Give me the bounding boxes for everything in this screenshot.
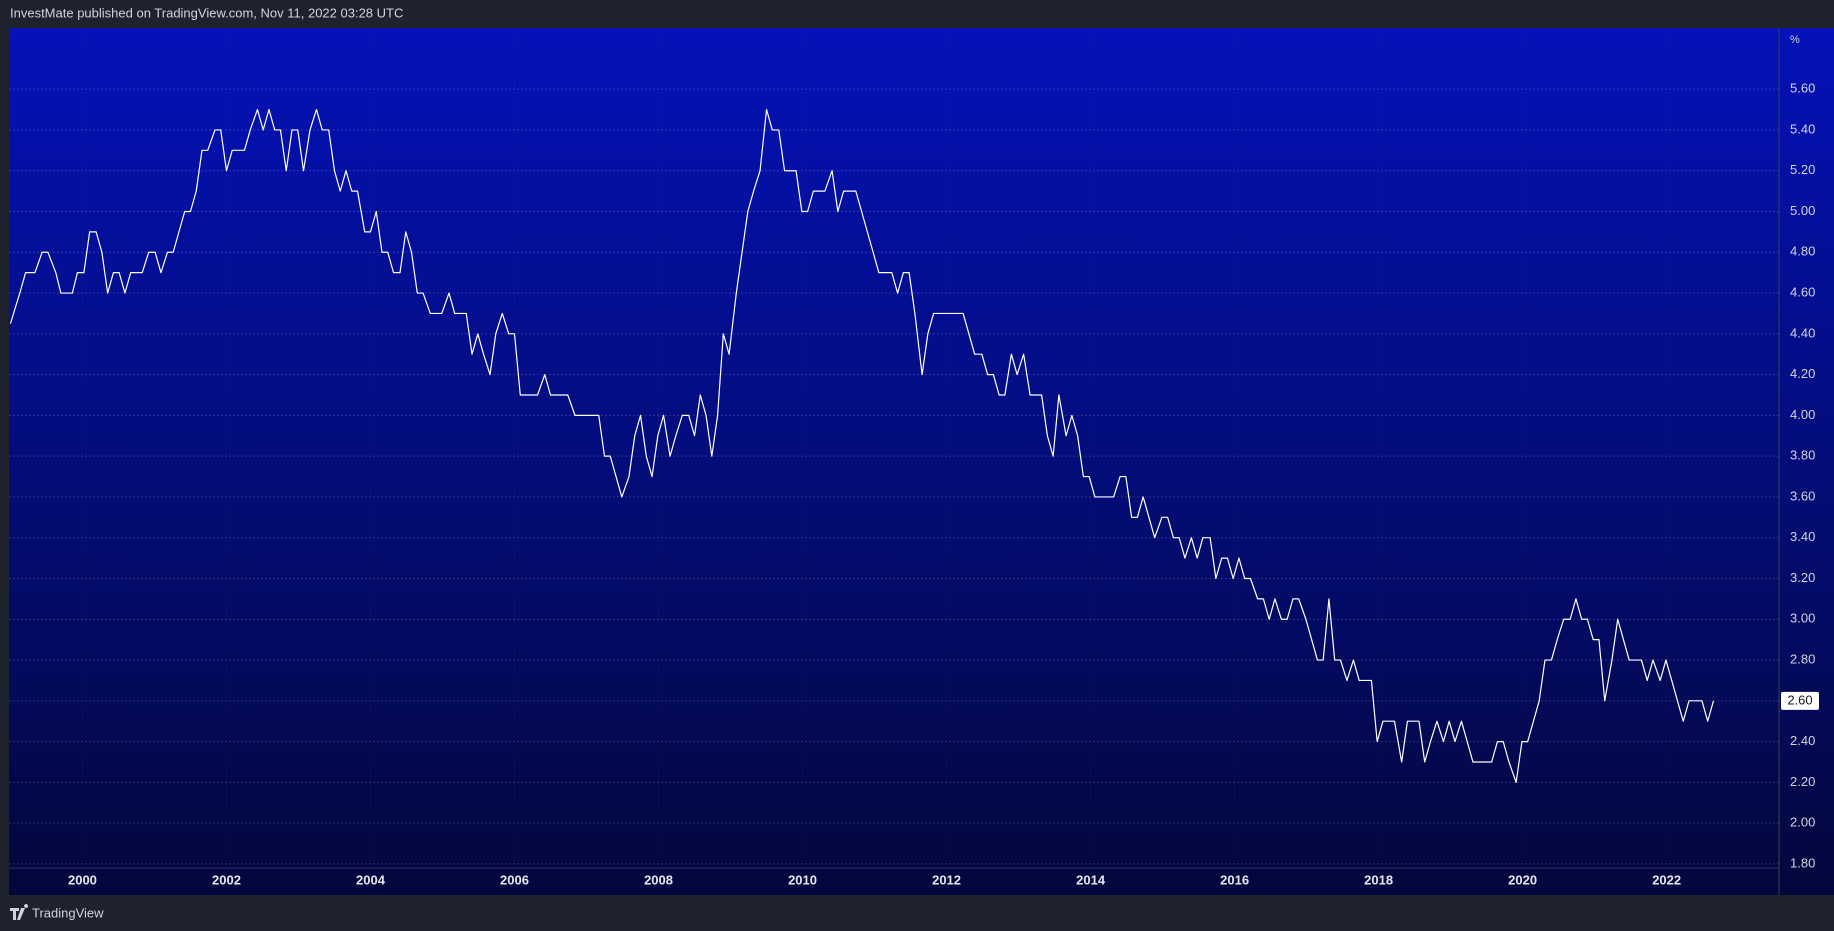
x-tick-label: 2018: [1364, 872, 1393, 887]
x-tick-label: 2002: [212, 872, 241, 887]
y-tick-label: 3.20: [1790, 570, 1815, 585]
last-value-badge: [1781, 691, 1819, 710]
y-tick-label: 4.00: [1790, 407, 1815, 422]
y-tick-label: 4.80: [1790, 244, 1815, 259]
last-value-label: 2.60: [1787, 692, 1812, 707]
y-tick-label: 4.20: [1790, 366, 1815, 381]
y-tick-label: 5.00: [1790, 203, 1815, 218]
x-tick-label: 2022: [1652, 872, 1681, 887]
y-tick-label: 3.00: [1790, 611, 1815, 626]
x-tick-label: 2016: [1220, 872, 1249, 887]
footer: TradingView: [32, 905, 104, 920]
footer-logo: [10, 904, 29, 920]
y-tick-label: 2.40: [1790, 733, 1815, 748]
plot-background: [9, 28, 1834, 895]
x-tick-label: 2014: [1076, 872, 1106, 887]
y-tick-label: 5.60: [1790, 81, 1815, 96]
x-tick-label: 2012: [932, 872, 961, 887]
x-tick-label: 2020: [1508, 872, 1537, 887]
x-tick-label: 2000: [68, 872, 97, 887]
x-tick-label: 2010: [788, 872, 817, 887]
x-tick-label: 2004: [356, 872, 386, 887]
y-tick-label: 5.40: [1790, 121, 1815, 136]
header: InvestMate published on TradingView.com,…: [10, 5, 403, 20]
x-tick-label: 2008: [644, 872, 673, 887]
x-tick-label: 2006: [500, 872, 529, 887]
y-tick-label: 5.20: [1790, 162, 1815, 177]
y-tick-label: 3.60: [1790, 488, 1815, 503]
y-tick-label: 4.40: [1790, 325, 1815, 340]
y-tick-label: 2.80: [1790, 651, 1815, 666]
y-tick-label: 3.80: [1790, 448, 1815, 463]
y-tick-label: 4.60: [1790, 284, 1815, 299]
y-tick-label: 1.80: [1790, 855, 1815, 870]
y-tick-label: 3.40: [1790, 529, 1815, 544]
y-tick-label: 2.00: [1790, 815, 1815, 830]
y-tick-label: 2.20: [1790, 774, 1815, 789]
data-line: [9, 108, 1715, 783]
unit-label: %: [1790, 34, 1800, 46]
